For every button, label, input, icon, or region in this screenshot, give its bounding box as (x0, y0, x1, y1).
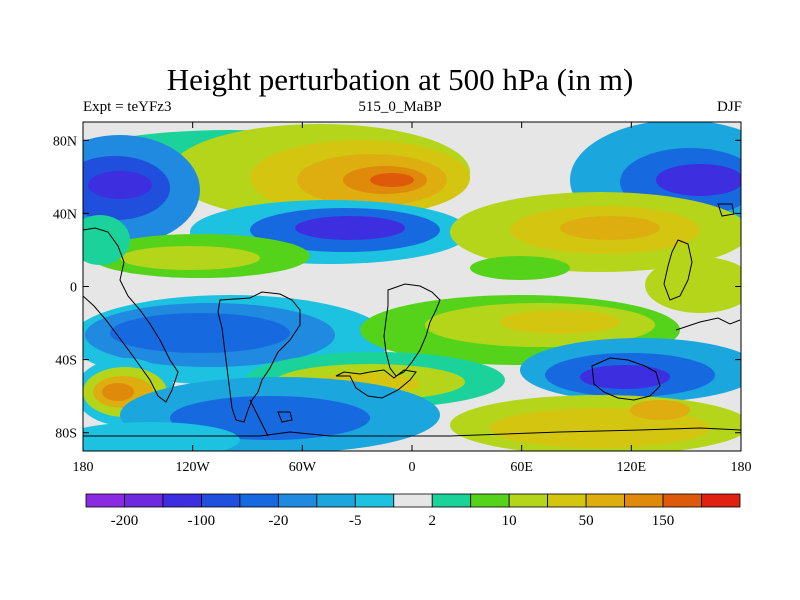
contour-region (83, 215, 130, 265)
colorbar-swatch (162, 493, 202, 508)
colorbar-label: 150 (652, 513, 675, 529)
contour-region (88, 171, 152, 199)
contour-field (83, 122, 741, 451)
coastline-asia-east (663, 239, 693, 301)
contour-region (295, 216, 405, 240)
colorbar-label: -5 (349, 513, 362, 529)
colorbar-swatch (124, 493, 164, 508)
x-axis: 180 120W 60W 0 60E 120E 180 (73, 122, 752, 475)
x-tick-label: 0 (409, 460, 416, 475)
colorbar-swatch (470, 493, 510, 508)
y-tick-label: 80S (55, 427, 77, 442)
colorbar-label: -20 (268, 513, 288, 529)
colorbar-swatch (85, 493, 125, 508)
colorbar-label: 50 (579, 513, 594, 529)
coastline-island (277, 411, 293, 423)
colorbar-swatch (547, 493, 587, 508)
season-label: DJF (716, 99, 742, 115)
chart-title: Height perturbation at 500 hPa (in m) (166, 62, 634, 97)
y-tick-label: 0 (70, 281, 77, 296)
coastline-asia-north (717, 203, 735, 217)
contour-region (645, 257, 741, 313)
x-tick-label: 180 (731, 460, 752, 475)
contour-region (560, 216, 660, 240)
experiment-label: Expt = teYFz3 (83, 99, 172, 115)
contour-region (102, 383, 134, 401)
coastline-africa (383, 283, 441, 377)
x-tick-label: 60E (510, 460, 533, 475)
colorbar-label: -100 (188, 513, 216, 529)
coastline-indonesia (675, 317, 741, 331)
coastline-southern-africa (335, 369, 417, 399)
y-axis: 80N 40N 0 40S 80S (53, 134, 741, 442)
colorbar-swatch (585, 493, 625, 508)
x-tick-label: 120E (617, 460, 647, 475)
coastline-antarctic-peninsula (249, 399, 269, 437)
contour-region (470, 256, 570, 280)
coastlines (83, 203, 741, 437)
colorbar-swatch (662, 493, 702, 508)
y-tick-label: 80N (53, 134, 77, 149)
contour-region (120, 246, 260, 270)
colorbar-swatch (624, 493, 664, 508)
x-tick-label: 60W (289, 460, 317, 475)
coastline-north-america (83, 227, 179, 403)
period-label: 515_0_MaBP (358, 99, 442, 115)
contour-region (630, 400, 690, 420)
colorbar-swatch (431, 493, 472, 508)
colorbar-label: -200 (111, 513, 139, 529)
x-tick-label: 180 (73, 460, 94, 475)
contour-region (83, 422, 240, 451)
y-tick-label: 40S (55, 354, 77, 369)
colorbar-swatch (316, 493, 356, 508)
colorbar-swatch (239, 493, 279, 508)
coastline-australia (591, 357, 661, 401)
colorbar-swatch (508, 493, 549, 508)
coastline-south-america (217, 291, 301, 423)
colorbar-swatch (393, 493, 433, 508)
contour-region (580, 365, 670, 389)
contour-region (110, 313, 290, 353)
colorbar-swatch (277, 493, 318, 508)
contour-region (370, 173, 414, 187)
colorbar: -200 -100 -20 -5 2 10 50 150 (85, 493, 741, 529)
colorbar-label: 2 (428, 513, 436, 529)
colorbar-swatch (701, 493, 741, 508)
colorbar-label: 10 (502, 513, 517, 529)
coastline-antarctica (83, 427, 741, 437)
contour-region (500, 310, 620, 334)
y-tick-label: 40N (53, 207, 77, 222)
colorbar-swatch (201, 493, 241, 508)
contour-region (656, 164, 741, 196)
x-tick-label: 120W (176, 460, 211, 475)
colorbar-swatch (354, 493, 395, 508)
